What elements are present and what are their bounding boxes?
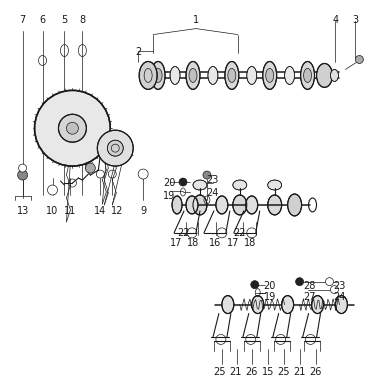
Text: 21: 21 bbox=[293, 367, 306, 377]
Text: 14: 14 bbox=[94, 206, 106, 216]
Ellipse shape bbox=[139, 62, 157, 89]
Ellipse shape bbox=[246, 196, 258, 214]
Text: 23: 23 bbox=[333, 281, 346, 291]
Text: 25: 25 bbox=[277, 367, 290, 377]
Ellipse shape bbox=[303, 68, 311, 83]
Circle shape bbox=[138, 169, 148, 179]
Ellipse shape bbox=[331, 70, 339, 81]
Text: 22: 22 bbox=[234, 228, 246, 238]
Ellipse shape bbox=[268, 180, 282, 190]
Text: 16: 16 bbox=[209, 238, 221, 248]
Ellipse shape bbox=[228, 68, 236, 83]
Text: 3: 3 bbox=[352, 15, 359, 25]
Ellipse shape bbox=[193, 195, 207, 215]
Text: 26: 26 bbox=[310, 367, 322, 377]
Circle shape bbox=[296, 278, 303, 286]
Ellipse shape bbox=[336, 296, 348, 314]
Ellipse shape bbox=[288, 194, 302, 216]
Circle shape bbox=[58, 114, 86, 142]
Text: 12: 12 bbox=[111, 206, 123, 216]
Circle shape bbox=[331, 286, 339, 294]
Text: 5: 5 bbox=[61, 15, 67, 25]
Ellipse shape bbox=[186, 62, 200, 89]
Circle shape bbox=[203, 171, 211, 179]
Circle shape bbox=[85, 163, 95, 173]
Text: 22: 22 bbox=[177, 228, 189, 238]
Ellipse shape bbox=[252, 296, 264, 314]
Text: 15: 15 bbox=[262, 367, 274, 377]
Text: 23: 23 bbox=[207, 175, 219, 185]
Text: 9: 9 bbox=[140, 206, 146, 216]
Ellipse shape bbox=[282, 296, 294, 314]
Text: 19: 19 bbox=[264, 291, 276, 302]
Ellipse shape bbox=[172, 196, 182, 214]
Circle shape bbox=[48, 185, 57, 195]
Circle shape bbox=[18, 164, 27, 172]
Text: 27: 27 bbox=[303, 291, 316, 302]
Text: 25: 25 bbox=[214, 367, 226, 377]
Circle shape bbox=[251, 281, 259, 289]
Text: 4: 4 bbox=[333, 15, 339, 25]
Ellipse shape bbox=[193, 180, 207, 190]
Circle shape bbox=[66, 122, 78, 134]
Ellipse shape bbox=[208, 66, 218, 84]
Circle shape bbox=[35, 91, 110, 166]
Ellipse shape bbox=[216, 196, 228, 214]
Ellipse shape bbox=[233, 195, 247, 215]
Circle shape bbox=[97, 130, 133, 166]
Text: 18: 18 bbox=[244, 238, 256, 248]
Text: 24: 24 bbox=[333, 291, 346, 302]
Text: 24: 24 bbox=[207, 188, 219, 198]
Text: 26: 26 bbox=[245, 367, 258, 377]
Text: 20: 20 bbox=[163, 178, 175, 188]
Circle shape bbox=[18, 170, 28, 180]
Circle shape bbox=[179, 178, 187, 186]
Ellipse shape bbox=[266, 68, 274, 83]
Circle shape bbox=[356, 55, 363, 63]
Ellipse shape bbox=[268, 195, 282, 215]
Text: 8: 8 bbox=[79, 15, 86, 25]
Ellipse shape bbox=[263, 62, 277, 89]
Ellipse shape bbox=[186, 196, 198, 214]
Text: 10: 10 bbox=[46, 206, 59, 216]
Ellipse shape bbox=[222, 296, 234, 314]
Circle shape bbox=[107, 140, 123, 156]
Text: 6: 6 bbox=[40, 15, 46, 25]
Text: 17: 17 bbox=[170, 238, 182, 248]
Text: 21: 21 bbox=[230, 367, 242, 377]
Ellipse shape bbox=[247, 66, 257, 84]
Ellipse shape bbox=[285, 66, 294, 84]
Text: 20: 20 bbox=[264, 281, 276, 291]
Text: 19: 19 bbox=[163, 191, 175, 201]
Text: 2: 2 bbox=[135, 47, 141, 57]
Ellipse shape bbox=[300, 62, 314, 89]
Text: 7: 7 bbox=[20, 15, 26, 25]
Ellipse shape bbox=[189, 68, 197, 83]
Text: 28: 28 bbox=[303, 281, 316, 291]
Ellipse shape bbox=[154, 68, 162, 83]
Ellipse shape bbox=[311, 296, 323, 314]
Text: 18: 18 bbox=[187, 238, 199, 248]
Ellipse shape bbox=[225, 62, 239, 89]
Ellipse shape bbox=[317, 63, 333, 87]
Text: 17: 17 bbox=[227, 238, 239, 248]
Text: 13: 13 bbox=[17, 206, 29, 216]
Ellipse shape bbox=[170, 66, 180, 84]
Text: 1: 1 bbox=[193, 15, 199, 25]
Ellipse shape bbox=[151, 62, 165, 89]
Ellipse shape bbox=[233, 180, 247, 190]
Text: 11: 11 bbox=[64, 206, 77, 216]
Circle shape bbox=[325, 278, 334, 286]
